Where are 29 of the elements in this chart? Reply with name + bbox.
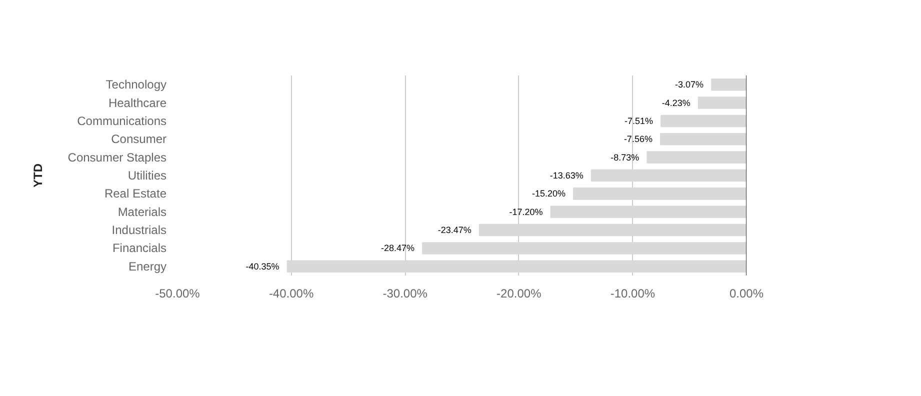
y-tick-label: Utilities (128, 168, 166, 182)
y-tick-label: Industrials (112, 223, 167, 238)
data-label: -15.20% (532, 188, 566, 199)
data-label: -28.47% (380, 243, 415, 254)
y-tick-label: Energy (128, 259, 167, 274)
y-tick-label: Healthcare (108, 96, 167, 110)
x-tick-label: -10.00% (610, 286, 656, 300)
y-tick-label: Consumer (111, 132, 167, 146)
data-label: -40.35% (246, 261, 280, 272)
y-tick-label: Financials (112, 241, 167, 256)
data-label: -17.20% (509, 206, 543, 217)
x-tick-label: 0.00% (729, 286, 764, 300)
y-tick-label: Technology (106, 78, 167, 92)
y-tick-label: Consumer Staples (68, 150, 167, 164)
data-label: -3.07% (675, 80, 704, 90)
data-label: -4.23% (662, 98, 690, 108)
x-tick-label: -30.00% (382, 286, 428, 300)
data-label: -7.56% (624, 134, 652, 144)
data-label: -7.51% (624, 116, 654, 126)
x-tick-label: -40.00% (268, 286, 314, 300)
y-tick-label: Materials (118, 204, 167, 219)
x-tick-label: -20.00% (496, 286, 542, 300)
data-label: -8.73% (610, 152, 640, 162)
y-tick-label: Real Estate (104, 186, 167, 201)
x-tick-label: -50.00% (155, 286, 200, 300)
data-label: -13.63% (550, 170, 584, 180)
y-tick-label: Communications (77, 114, 167, 128)
y-axis-title: YTD (30, 163, 45, 188)
data-label: -23.47% (438, 225, 472, 236)
